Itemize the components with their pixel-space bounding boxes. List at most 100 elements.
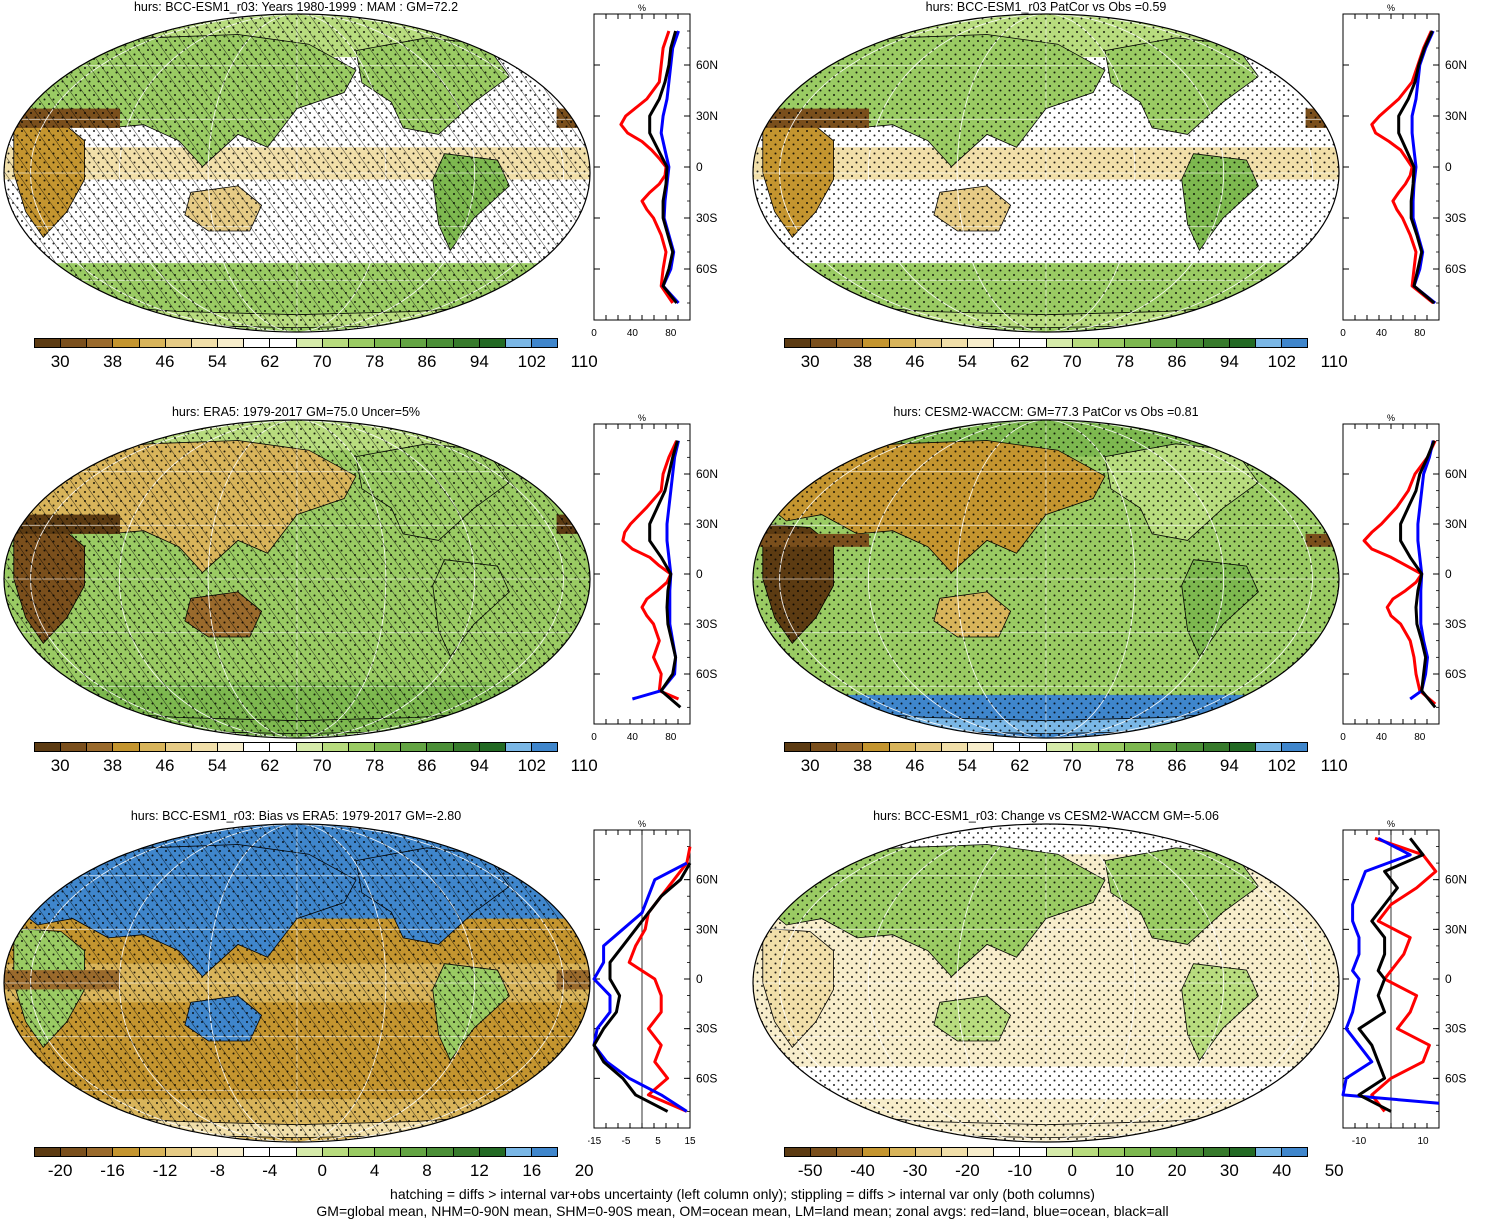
zonal-series-line [629,847,690,1112]
colorbar-swatch [454,339,480,347]
y-tick-label: 60N [696,873,718,887]
colorbar-tick-label: 38 [103,352,122,372]
colorbar-tick-label: 110 [571,352,598,372]
colorbar-swatch [1151,743,1177,751]
colorbar-swatch [1151,339,1177,347]
colorbar-swatch [1020,743,1046,751]
colorbar-swatch [532,1148,557,1156]
colorbar-swatch [916,1148,942,1156]
colorbar-swatch [1125,1148,1151,1156]
colorbar-swatch [401,743,427,751]
colorbar-tick-label: 78 [365,756,384,776]
colorbar-tick-label: 70 [1063,756,1082,776]
y-tick-label: 60S [1445,667,1466,681]
colorbar-swatch [61,1148,87,1156]
colorbar-tick-label: -12 [153,1161,178,1181]
colorbar-tick-label: 70 [1063,352,1082,372]
colorbar-swatch [297,743,323,751]
y-tick-label: 0 [696,972,703,986]
colorbar-swatch [480,1148,506,1156]
colorbar-swatch [244,339,270,347]
zonal-frame [594,14,690,320]
y-tick-label: 30S [1445,617,1466,631]
panel-title: hurs: CESM2-WACCM: GM=77.3 PatCor vs Obs… [746,405,1346,419]
colorbar-swatch [1099,1148,1125,1156]
colorbar-swatch [113,743,139,751]
colorbar-tick-label: 78 [1115,756,1134,776]
y-tick-label: 30N [1445,922,1467,936]
colorbar-swatch [427,743,453,751]
colorbar-swatch [297,1148,323,1156]
y-tick-label: 30N [696,517,718,531]
colorbar-swatch [1020,339,1046,347]
colorbar-tick-label: 110 [571,756,598,776]
y-tick-label: 30N [696,109,718,123]
colorbar-swatch [427,1148,453,1156]
x-axis-label: % [1387,413,1395,423]
colorbar-swatch [270,339,296,347]
y-tick-label: 30S [1445,1022,1466,1036]
colorbar-swatch [1177,1148,1203,1156]
colorbar-tick-label: 70 [313,352,332,372]
y-tick-label: 30N [1445,517,1467,531]
colorbar-swatch [61,743,87,751]
colorbar [784,338,1308,348]
colorbar-swatch [244,743,270,751]
colorbar-swatch [140,339,166,347]
x-tick-label: 40 [1376,328,1388,339]
x-tick-label: 80 [665,732,677,743]
y-tick-label: 60N [696,58,718,72]
colorbar-swatch [942,1148,968,1156]
colorbar-tick-label: 8 [422,1161,431,1181]
colorbar-tick-label: 54 [958,352,977,372]
colorbar-swatch [1282,743,1307,751]
x-axis-label: % [1387,819,1395,829]
y-tick-label: 30S [696,1022,717,1036]
colorbar-tick-label: 50 [1325,1161,1344,1181]
colorbar-swatch [916,339,942,347]
colorbar-swatch [166,1148,192,1156]
colorbar-tick-label: 0 [317,1161,326,1181]
colorbar-swatch [87,339,113,347]
colorbar-swatch [218,1148,244,1156]
x-tick-label: 5 [655,1136,661,1147]
colorbar-swatch [863,339,889,347]
robinson-map [2,418,592,740]
footer-note-hatching: hatching = diffs > internal var+obs unce… [0,1186,1485,1202]
colorbar-tick-label: 30 [1220,1161,1239,1181]
x-tick-label: 0 [591,732,597,743]
colorbar-swatch [994,339,1020,347]
colorbar-swatch [837,743,863,751]
colorbar-swatch [323,743,349,751]
colorbar-swatch [454,743,480,751]
colorbar-swatch [1256,339,1282,347]
colorbar-swatch [890,743,916,751]
colorbar-tick-label: 54 [208,756,227,776]
colorbar-swatch [113,1148,139,1156]
colorbar-swatch [1125,743,1151,751]
colorbar-swatch [140,1148,166,1156]
y-tick-label: 60S [696,1071,717,1085]
colorbar-swatch [454,1148,480,1156]
colorbar-swatch [218,339,244,347]
colorbar-tick-label: 10 [1115,1161,1134,1181]
colorbar-swatch [349,1148,375,1156]
colorbar-swatch [1282,339,1307,347]
colorbar-swatch [166,339,192,347]
colorbar-swatch [323,339,349,347]
colorbar-swatch [35,339,61,347]
colorbar-swatch [270,1148,296,1156]
colorbar-swatch [140,743,166,751]
colorbar-tick-label: 20 [575,1161,594,1181]
colorbar-tick-label: 102 [1268,756,1296,776]
colorbar-swatch [785,1148,811,1156]
panel-title: hurs: ERA5: 1979-2017 GM=75.0 Uncer=5% [0,405,596,419]
y-tick-label: 60N [696,467,718,481]
colorbar-swatch [192,743,218,751]
colorbar-swatch [506,743,532,751]
